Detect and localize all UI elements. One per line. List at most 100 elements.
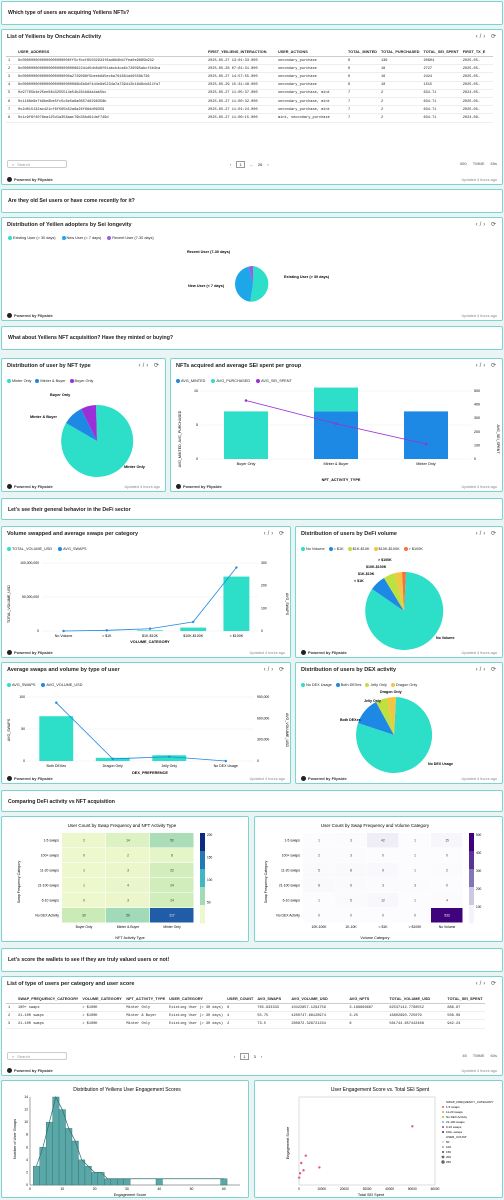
heatmap-value: 22 bbox=[170, 869, 174, 873]
table-row: 6 0x1168e9e7b9be8be5fc5c6e5a6a0857d629635… bbox=[6, 97, 493, 107]
col-header[interactable]: FIRST_YEILIENS_INTERACTION bbox=[206, 48, 276, 57]
svg-text:> $100K: > $100K bbox=[378, 558, 392, 562]
scale-tick-label: 200 bbox=[207, 833, 213, 837]
col-header[interactable]: NFT_ACTIVITY_TYPE bbox=[124, 995, 168, 1004]
y2-tick-label: 600,000 bbox=[257, 716, 269, 720]
panel-icons[interactable]: ‹/› ⟳ bbox=[475, 667, 498, 673]
point-avg_volume_usd bbox=[55, 701, 58, 704]
heatmap-value: 4 bbox=[446, 899, 448, 903]
legend-label: 11-20 swaps bbox=[446, 1110, 463, 1114]
point-avg-sei-spent bbox=[244, 399, 248, 402]
search-input[interactable]: ⌕ Search bbox=[7, 160, 67, 168]
col-header[interactable]: USER_ADDRESS bbox=[16, 48, 206, 57]
y-axis-title: TOTAL_VOLUME_USD bbox=[7, 585, 11, 623]
col-header[interactable]: AVG_VOLUME_USD bbox=[289, 995, 348, 1004]
histogram-bar bbox=[117, 1178, 124, 1186]
heatmap-value: 1 bbox=[318, 839, 320, 843]
pie-slice-jelly-only bbox=[376, 698, 394, 735]
col-header[interactable]: USER_COUNT bbox=[225, 995, 256, 1004]
heatmap-cell bbox=[335, 893, 367, 908]
panel-icons[interactable]: ‹/› ⟳ bbox=[475, 363, 498, 369]
col-header[interactable]: USER_ACTIONS bbox=[276, 48, 346, 57]
updated-label: Updated 4 hours ago bbox=[124, 485, 160, 489]
powered-by: Powered by Flipside bbox=[7, 776, 53, 781]
panel-icons[interactable]: ‹/› ⟳ bbox=[475, 531, 498, 537]
bar-avg_swaps bbox=[152, 755, 187, 761]
table-cell: secondary_purchase, mint bbox=[276, 89, 346, 98]
point-avg_volume_usd bbox=[224, 759, 227, 763]
table-cell: 7 bbox=[6, 105, 16, 115]
legend-size-marker bbox=[441, 1150, 445, 1154]
legend-label: 250 bbox=[446, 1160, 451, 1164]
col-header-index bbox=[6, 995, 16, 1004]
prev-icon[interactable]: ‹ bbox=[234, 1054, 236, 1059]
heatmap-value: 56 bbox=[126, 914, 130, 918]
y2-tick-label: 400 bbox=[474, 403, 480, 407]
col-header[interactable]: TOTAL_VOLUME_USD bbox=[387, 995, 446, 1004]
powered-by: Powered by Flipside bbox=[301, 650, 347, 655]
x-tick-label: 30000 bbox=[363, 1187, 372, 1191]
col-label: Buyer Only bbox=[76, 925, 93, 929]
table-row: 1 100+ swaps > $100K Minter Only Existing Us… bbox=[6, 1003, 486, 1013]
x-tick-label: $10K-$100K bbox=[183, 634, 204, 638]
col-header[interactable]: TOTAL_MINTED bbox=[346, 48, 379, 57]
table-cell: > $100K bbox=[80, 1003, 125, 1013]
search-input[interactable]: ⌕ Search bbox=[7, 1052, 67, 1060]
col-header[interactable]: SWAP_FREQUENCY_CATEGORY bbox=[16, 995, 81, 1004]
chart-card-dex-activity: Distribution of users by DEX activity ‹/… bbox=[295, 662, 503, 784]
col-header[interactable]: TOTAL_PURCHASED bbox=[378, 48, 422, 57]
panel-icons[interactable]: ‹/› ⟳ bbox=[475, 981, 498, 987]
y-tick-label: 14 bbox=[24, 1095, 28, 1099]
scatter-point bbox=[411, 1125, 414, 1128]
panel-icons[interactable]: ‹/› ⟳ bbox=[263, 667, 286, 673]
table-cell: 21-100 swaps bbox=[16, 1019, 81, 1029]
pie-slice-gt-100k bbox=[402, 571, 406, 611]
page-current[interactable]: 1 bbox=[236, 161, 245, 168]
pagination[interactable]: ‹ 1 3 › bbox=[234, 1053, 262, 1060]
scatter-point bbox=[298, 1176, 301, 1179]
prev-icon[interactable]: ‹ bbox=[230, 162, 232, 167]
panel-icons[interactable]: ‹/› ⟳ bbox=[475, 222, 498, 228]
table-cell: 7 bbox=[346, 105, 379, 115]
heatmap-cell bbox=[62, 908, 106, 923]
pagination[interactable]: ‹ 1... 26 › bbox=[230, 161, 269, 168]
y-tick-label: 0 bbox=[37, 629, 39, 633]
panel-icons[interactable]: ‹/› ⟳ bbox=[138, 363, 161, 369]
table-cell: 4 bbox=[6, 81, 16, 90]
page-last[interactable]: 3 bbox=[253, 1054, 256, 1059]
color-scale-segment bbox=[200, 887, 205, 906]
flipside-logo-icon bbox=[7, 650, 12, 655]
x-tick-label: Dragon Only bbox=[103, 764, 123, 768]
table-cell: 7 bbox=[346, 89, 379, 98]
legend-marker bbox=[442, 1121, 444, 1123]
section-title: Which type of users are acquiring Yeilie… bbox=[8, 10, 130, 16]
col-header[interactable]: AVG_NFTS bbox=[347, 995, 388, 1004]
point-avg-sei-spent bbox=[334, 422, 338, 425]
col-header[interactable]: TOTAL_SEI_SPENT bbox=[421, 48, 461, 57]
col-header[interactable]: TOTAL_SEI_SPENT bbox=[445, 995, 486, 1004]
scatter-point bbox=[302, 1169, 305, 1172]
col-header[interactable]: VOLUME_CATEGORY bbox=[80, 995, 125, 1004]
col-header[interactable]: AVG_SWAPS bbox=[255, 995, 290, 1004]
panel-icons[interactable]: ‹/› ⟳ bbox=[475, 34, 498, 40]
heatmap-value: 3 bbox=[127, 869, 129, 873]
y-tick-label: 100,000,000 bbox=[20, 561, 39, 565]
table-cell: 2025-05- bbox=[460, 56, 493, 66]
col-header[interactable]: FIRST_TX_E bbox=[460, 48, 493, 57]
next-icon[interactable]: › bbox=[260, 1054, 263, 1059]
col-header[interactable]: USER_CATEGORY bbox=[167, 995, 226, 1004]
heatmap-value: 1 bbox=[414, 839, 416, 843]
flipside-logo-icon bbox=[176, 484, 181, 489]
panel-icons[interactable]: ‹/› ⟳ bbox=[263, 531, 286, 537]
x-tick-label: 60000 bbox=[431, 1187, 440, 1191]
x-tick-label: 40 bbox=[157, 1187, 161, 1191]
heatmap-value: 3 bbox=[350, 839, 352, 843]
powered-by: Powered by Flipside bbox=[7, 484, 53, 489]
color-scale-segment bbox=[469, 887, 474, 906]
updated-label: Updated 4 hours ago bbox=[461, 651, 497, 655]
next-icon[interactable]: › bbox=[267, 162, 269, 167]
page-last[interactable]: 26 bbox=[257, 162, 263, 167]
table-cell: 2025-05-27 14:57:55.000 bbox=[206, 72, 276, 82]
x-tick-label: Minter & Buyer bbox=[323, 462, 349, 466]
page-current[interactable]: 1 bbox=[240, 1053, 249, 1060]
